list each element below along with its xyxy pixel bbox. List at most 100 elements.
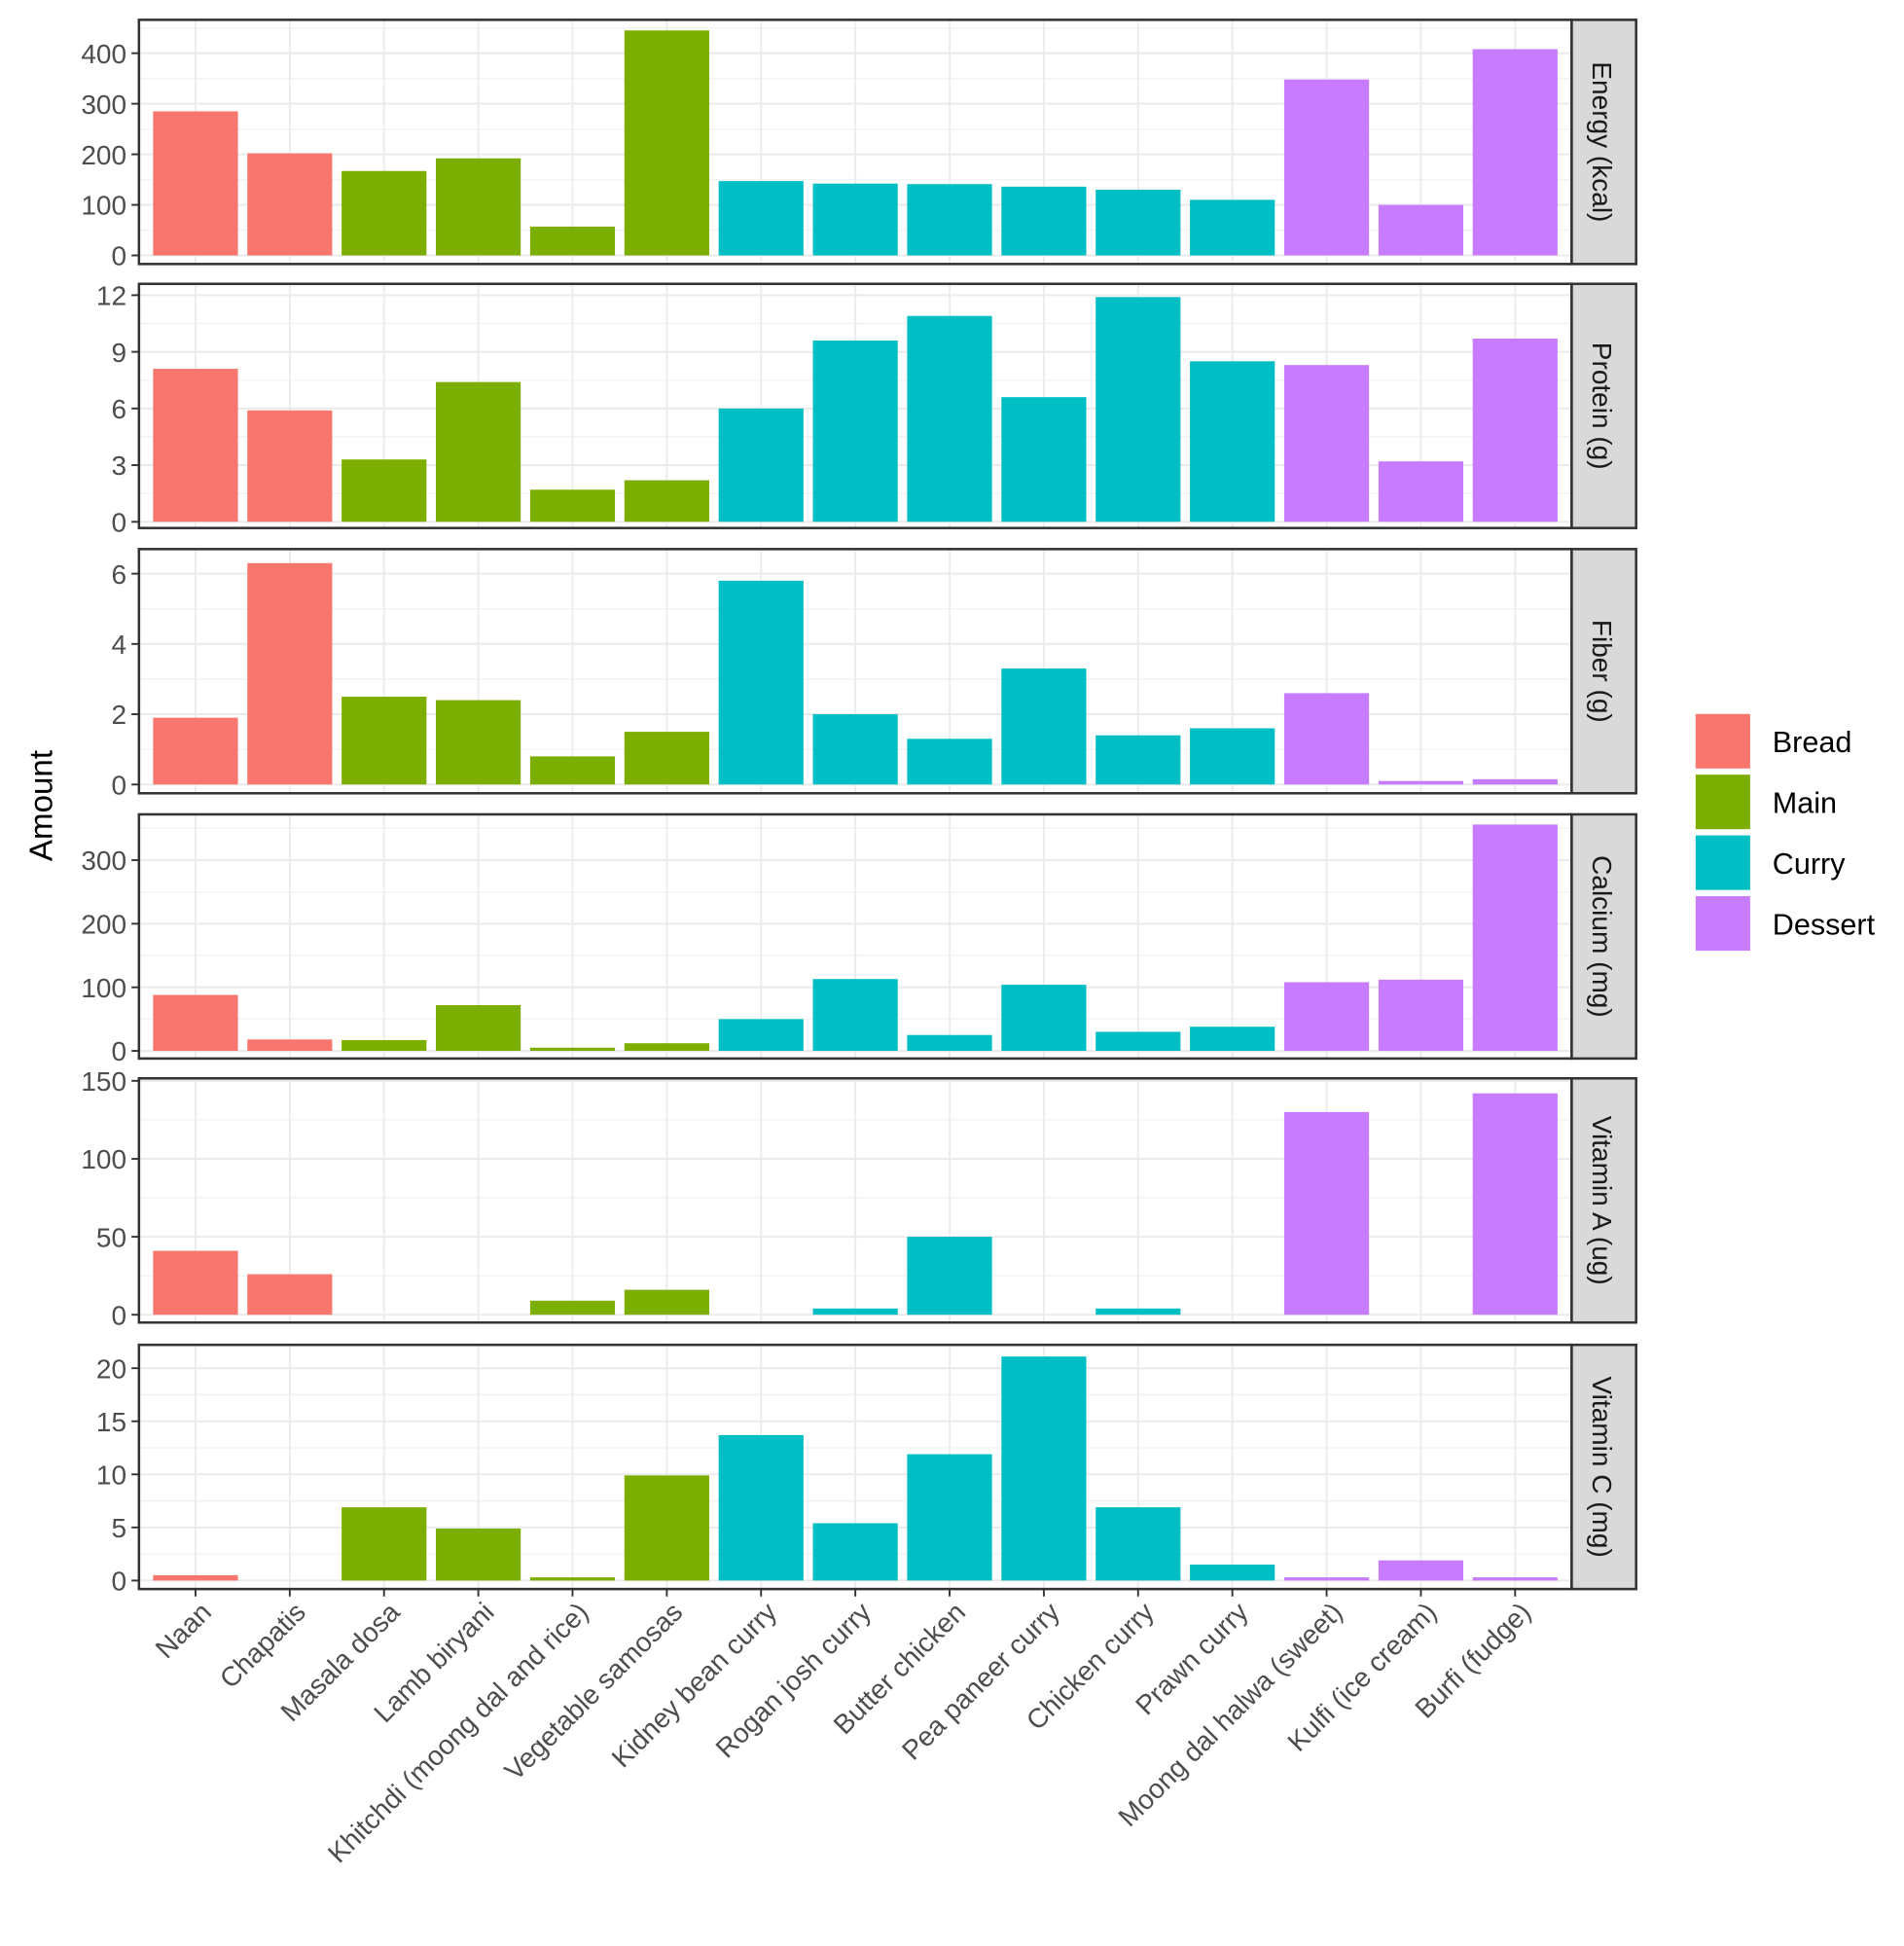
y-tick-label: 0: [111, 1036, 126, 1066]
facet-strip-label: Energy (kcal): [1587, 61, 1617, 222]
bar: [718, 181, 804, 256]
y-tick-label: 10: [96, 1460, 126, 1490]
bar: [153, 369, 238, 523]
bar: [907, 1237, 992, 1315]
bar: [907, 739, 992, 785]
bar: [907, 1454, 992, 1581]
bar: [529, 1047, 616, 1052]
bar: [1190, 728, 1275, 785]
facet-strip: [1570, 1343, 1637, 1591]
panel-0: 0 100 200 300 400 Energy (kcal): [81, 18, 1637, 271]
legend: Bread Main Curry Dessert: [1695, 713, 1876, 952]
bar: [624, 480, 709, 523]
bar: [247, 153, 333, 256]
bar: [1096, 1507, 1181, 1581]
bar: [1096, 189, 1181, 256]
legend-label: Bread: [1773, 726, 1852, 759]
bar: [1001, 186, 1087, 256]
bar: [907, 315, 992, 523]
bar: [1378, 204, 1464, 256]
bar: [907, 184, 992, 256]
legend-label: Main: [1773, 787, 1837, 820]
bar: [1096, 735, 1181, 785]
facet-strip-label: Fiber (g): [1587, 620, 1617, 723]
facet-strip: [1570, 812, 1637, 1061]
bar: [341, 1039, 427, 1052]
bar: [153, 111, 238, 256]
bar: [153, 1574, 238, 1581]
bar: [341, 696, 427, 785]
bar: [1001, 668, 1087, 785]
y-tick-label: 100: [81, 191, 126, 221]
bar: [624, 1043, 709, 1052]
panel-3: 0 100 200 300 Calcium (mg): [81, 812, 1637, 1066]
y-tick-label: 400: [81, 39, 126, 69]
bar: [247, 410, 333, 523]
y-tick-label: 4: [111, 630, 126, 660]
x-tick-label: Pea paneer curry: [896, 1597, 1065, 1766]
facet-strip-label: Protein (g): [1587, 342, 1617, 470]
bar: [1001, 1356, 1087, 1581]
bar: [812, 1308, 898, 1315]
bar: [1001, 985, 1087, 1052]
bar: [812, 979, 898, 1052]
bar: [529, 226, 616, 256]
bar: [436, 158, 521, 256]
facet-strip: [1570, 1077, 1637, 1324]
legend-key: [1695, 713, 1750, 769]
bar: [341, 170, 427, 256]
legend-key: [1695, 775, 1750, 830]
bar: [1283, 79, 1370, 256]
y-tick-label: 300: [81, 846, 126, 876]
bar: [153, 717, 238, 785]
y-tick-label: 0: [111, 1567, 126, 1597]
bar: [1283, 693, 1370, 785]
bar: [341, 1507, 427, 1581]
bar: [1096, 1031, 1181, 1052]
bar: [624, 732, 709, 785]
bar: [1283, 982, 1370, 1052]
bar: [436, 1528, 521, 1581]
bar: [1378, 979, 1464, 1052]
bar: [718, 1019, 804, 1052]
bar: [812, 1523, 898, 1581]
y-tick-label: 3: [111, 450, 126, 481]
bar: [624, 1289, 709, 1315]
bar: [529, 1300, 616, 1315]
x-tick-label: Vegetable samosas: [499, 1597, 689, 1786]
y-tick-label: 100: [81, 973, 126, 1003]
y-tick-label: 300: [81, 90, 126, 120]
bar: [624, 30, 709, 256]
bar: [436, 700, 521, 785]
bar: [1190, 199, 1275, 256]
bar: [1001, 397, 1087, 523]
bar: [529, 1577, 616, 1581]
facet-strip: [1570, 548, 1637, 795]
bar: [1472, 49, 1558, 256]
y-tick-label: 0: [111, 241, 126, 271]
bar: [812, 183, 898, 256]
x-tick-label: Chapatis: [214, 1597, 311, 1694]
y-tick-label: 2: [111, 700, 126, 730]
bar: [1378, 780, 1464, 785]
bar: [1378, 461, 1464, 523]
y-tick-label: 6: [111, 559, 126, 590]
bar: [812, 714, 898, 785]
y-tick-label: 100: [81, 1144, 126, 1174]
bar: [1190, 361, 1275, 523]
y-tick-label: 0: [111, 1300, 126, 1330]
bar: [718, 1434, 804, 1581]
bar: [1472, 339, 1558, 523]
y-axis-label: Amount: [24, 750, 60, 861]
y-tick-label: 12: [96, 281, 126, 311]
y-tick-label: 6: [111, 394, 126, 424]
y-tick-label: 0: [111, 507, 126, 537]
legend-key: [1695, 835, 1750, 890]
y-tick-label: 0: [111, 770, 126, 800]
bar: [153, 1250, 238, 1315]
bar: [812, 340, 898, 523]
x-tick-label: Naan: [150, 1597, 217, 1664]
bar: [1283, 1111, 1370, 1315]
legend-label: Dessert: [1773, 909, 1876, 942]
